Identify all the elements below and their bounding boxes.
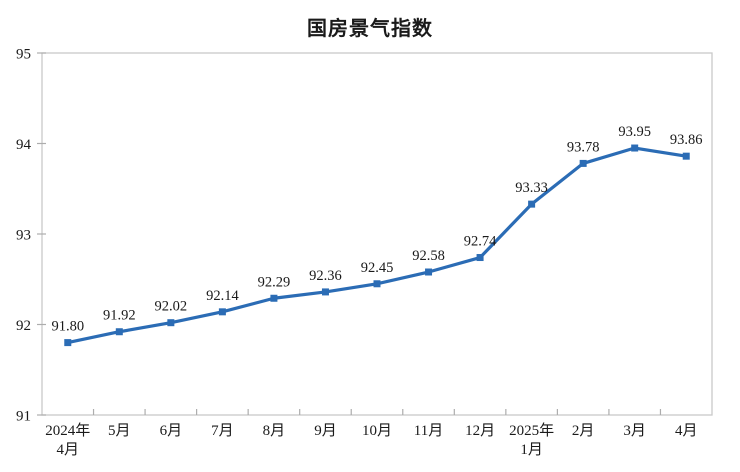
x-axis-label: 7月 (211, 423, 234, 439)
data-point-marker (631, 144, 639, 152)
data-point-label: 92.36 (309, 268, 342, 284)
data-point-label: 92.14 (206, 288, 239, 304)
y-axis-label: 95 (16, 47, 31, 63)
data-point-label: 92.58 (412, 248, 445, 264)
x-axis-label: 12月 (465, 423, 495, 439)
data-point-marker (579, 159, 587, 167)
y-axis-label: 93 (16, 228, 31, 244)
data-point-label: 93.78 (567, 139, 600, 155)
x-axis-label: 11月 (414, 423, 443, 439)
data-point-label: 91.80 (51, 319, 84, 335)
x-axis-label: 4月 (675, 423, 698, 439)
x-axis-label: 9月 (314, 423, 337, 439)
data-point-marker (476, 254, 484, 262)
data-point-label: 92.02 (155, 299, 188, 315)
y-axis-label: 92 (16, 318, 31, 334)
data-point-marker (167, 319, 175, 327)
data-point-label: 93.33 (515, 180, 548, 196)
data-point-label: 92.29 (258, 274, 291, 290)
data-point-marker (528, 200, 536, 208)
data-point-marker (64, 339, 72, 347)
x-axis-label: 5月 (108, 423, 131, 439)
data-point-marker (682, 152, 690, 160)
data-point-label: 92.74 (464, 234, 497, 250)
x-axis-label: 2025年 1月 (509, 422, 554, 458)
plot-area-border (41, 52, 713, 416)
data-point-label: 91.92 (103, 308, 136, 324)
data-point-label: 93.86 (670, 132, 703, 148)
y-axis-label: 91 (16, 409, 31, 425)
x-axis-label: 3月 (623, 423, 646, 439)
chart-title: 国房景气指数 (307, 18, 433, 40)
data-point-marker (321, 288, 329, 296)
data-point-marker (425, 268, 433, 276)
data-point-label: 92.45 (361, 260, 394, 276)
data-point-marker (270, 294, 278, 302)
y-axis-label: 94 (16, 137, 32, 153)
x-axis-label: 10月 (362, 423, 392, 439)
x-axis-label: 8月 (263, 423, 286, 439)
x-axis-label: 2024年 4月 (45, 422, 90, 458)
x-axis-label: 2月 (572, 423, 595, 439)
data-point-marker (115, 328, 123, 336)
data-point-label: 93.95 (618, 124, 651, 140)
x-axis-label: 6月 (160, 423, 183, 439)
data-point-marker (373, 280, 381, 288)
data-point-marker (218, 308, 226, 316)
